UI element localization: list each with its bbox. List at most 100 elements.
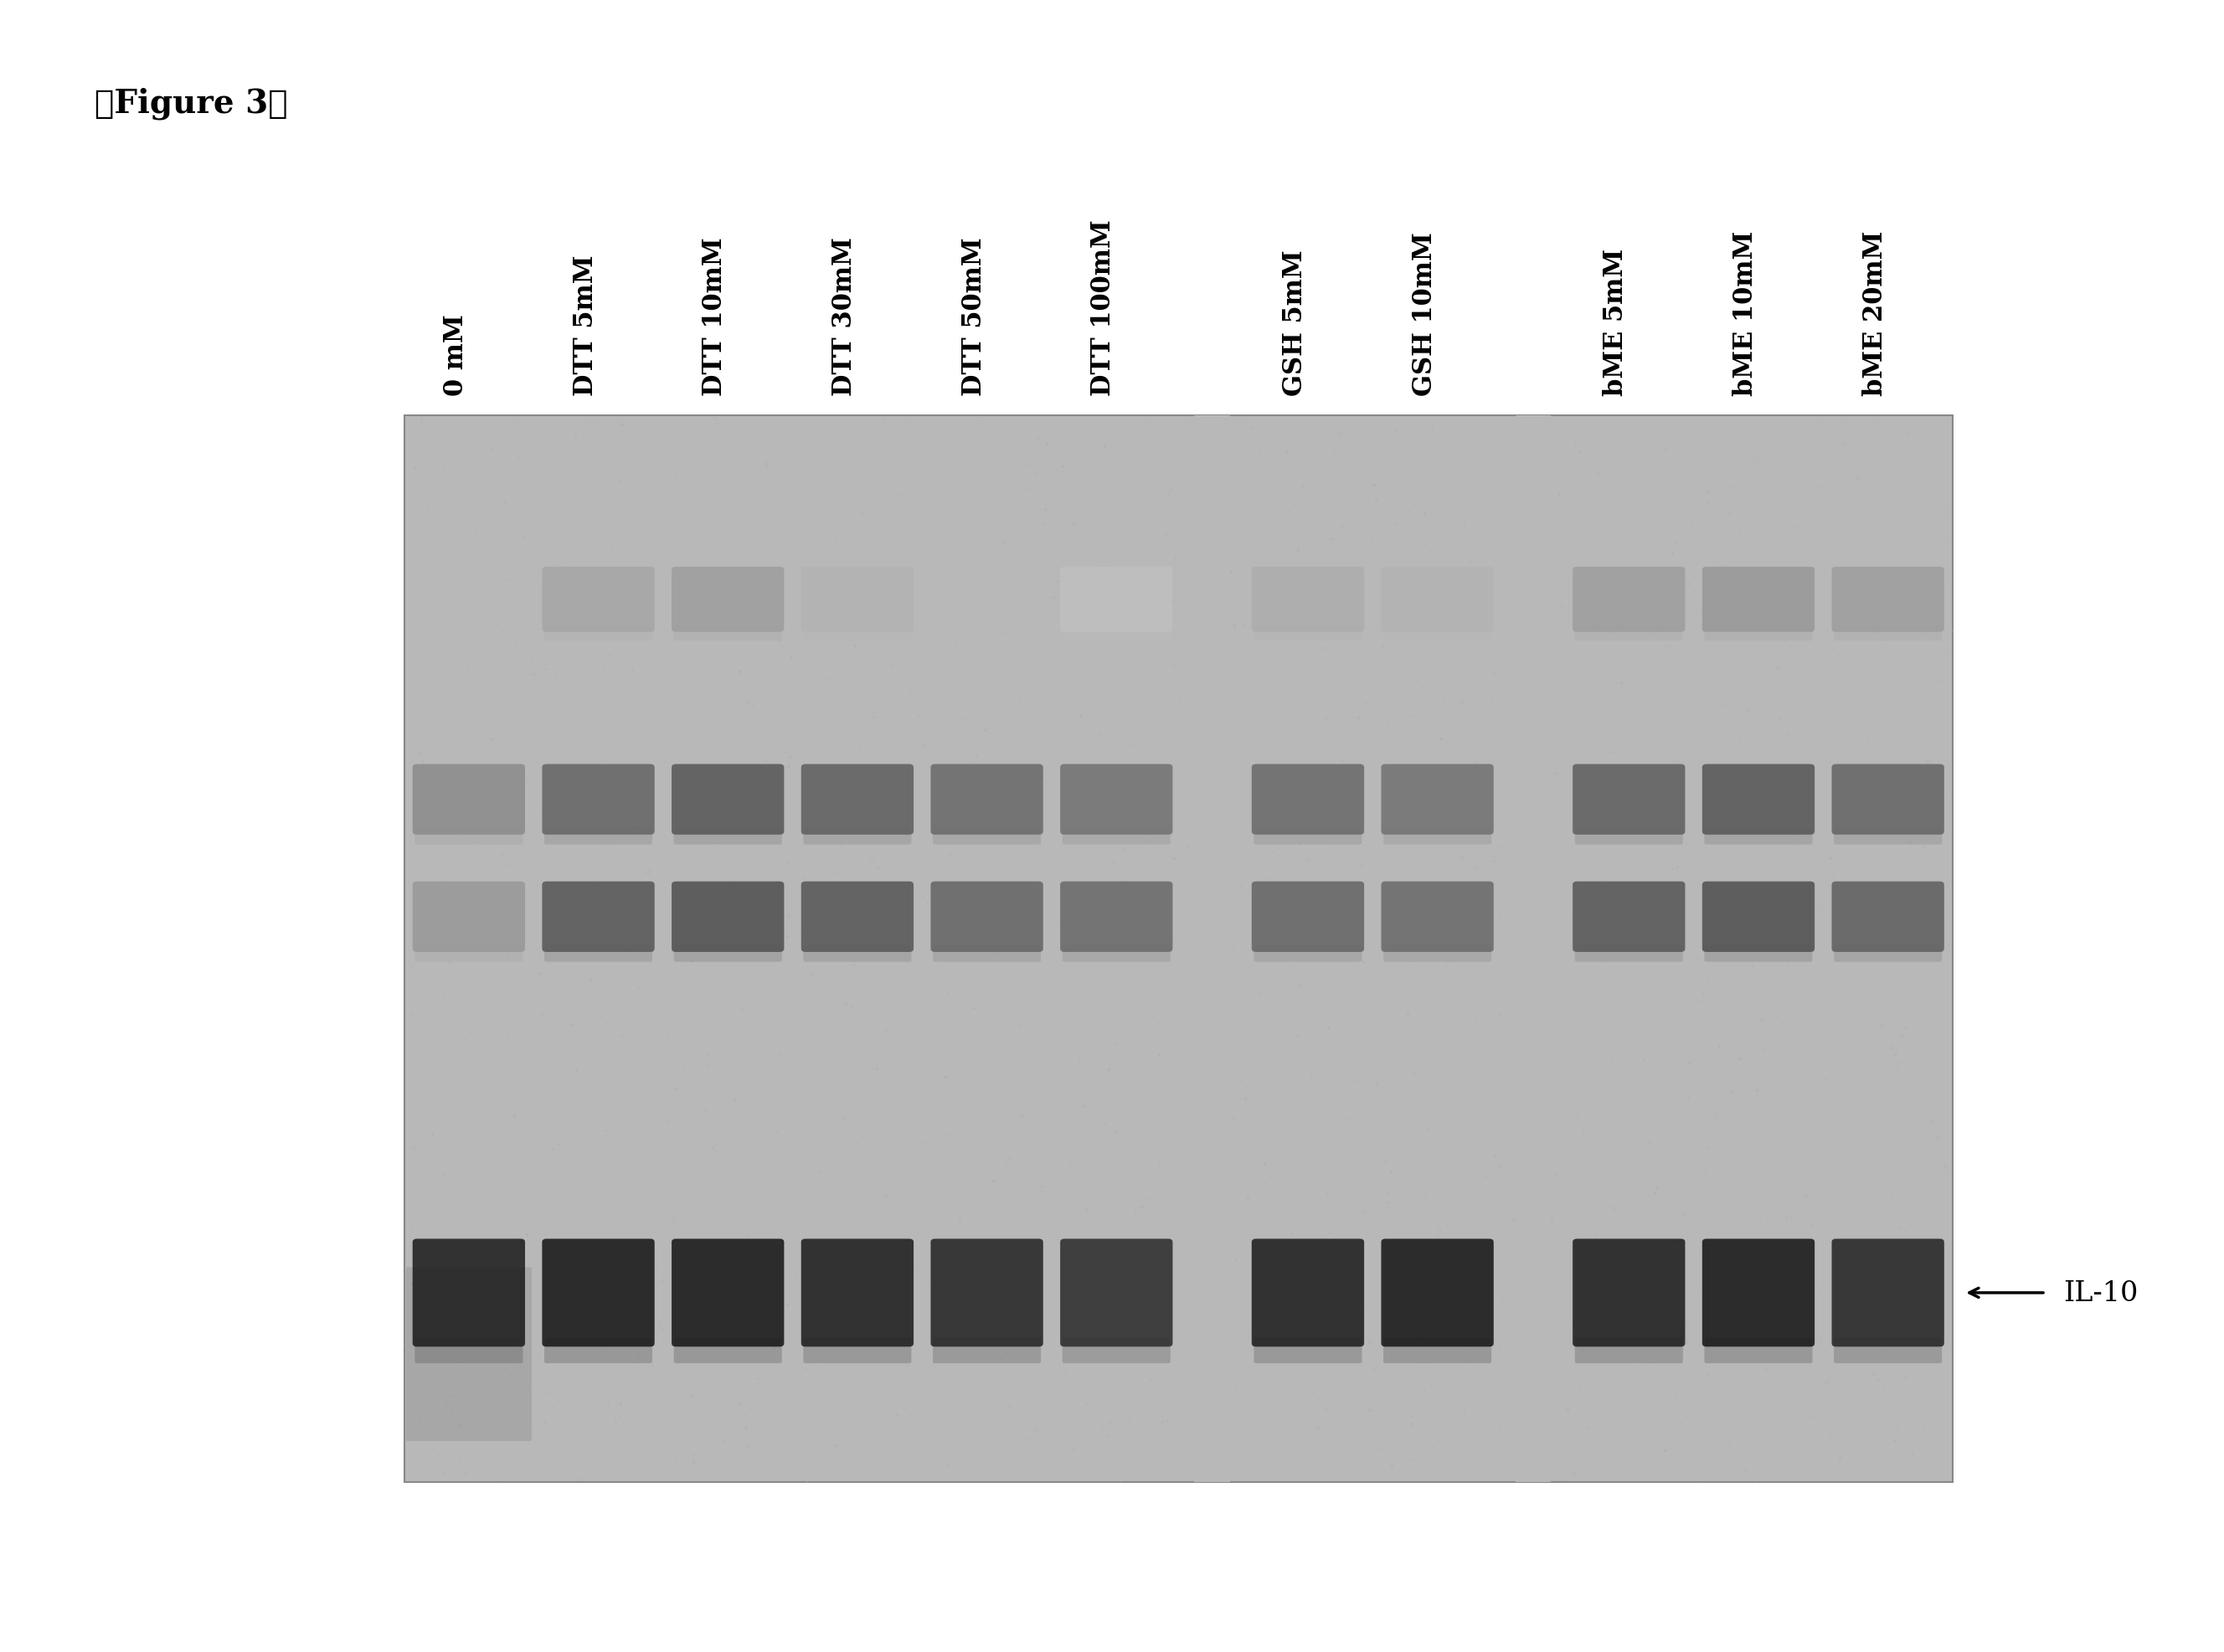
FancyBboxPatch shape bbox=[1575, 828, 1684, 844]
Text: IL-10: IL-10 bbox=[2064, 1280, 2137, 1307]
FancyBboxPatch shape bbox=[1061, 567, 1172, 633]
FancyBboxPatch shape bbox=[416, 828, 523, 844]
FancyBboxPatch shape bbox=[1381, 882, 1495, 952]
FancyBboxPatch shape bbox=[1704, 945, 1813, 961]
FancyBboxPatch shape bbox=[543, 567, 654, 633]
FancyBboxPatch shape bbox=[1835, 624, 1942, 641]
Text: DTT 30mM: DTT 30mM bbox=[832, 238, 858, 396]
FancyBboxPatch shape bbox=[932, 624, 1041, 641]
FancyBboxPatch shape bbox=[1575, 1338, 1684, 1363]
FancyBboxPatch shape bbox=[1254, 1338, 1361, 1363]
Text: 0 mM: 0 mM bbox=[443, 314, 469, 396]
FancyBboxPatch shape bbox=[1835, 1338, 1942, 1363]
FancyBboxPatch shape bbox=[414, 765, 525, 834]
FancyBboxPatch shape bbox=[543, 882, 654, 952]
Text: 『Figure 3』: 『Figure 3』 bbox=[93, 88, 287, 121]
FancyBboxPatch shape bbox=[803, 828, 912, 844]
FancyBboxPatch shape bbox=[1254, 624, 1361, 641]
FancyBboxPatch shape bbox=[1061, 1239, 1172, 1346]
Text: bME 5mM: bME 5mM bbox=[1604, 249, 1628, 396]
FancyBboxPatch shape bbox=[1833, 1239, 1944, 1346]
FancyBboxPatch shape bbox=[1701, 1239, 1815, 1346]
FancyBboxPatch shape bbox=[1575, 624, 1684, 641]
FancyBboxPatch shape bbox=[1252, 765, 1363, 834]
FancyBboxPatch shape bbox=[1383, 624, 1492, 641]
FancyBboxPatch shape bbox=[1252, 882, 1363, 952]
FancyBboxPatch shape bbox=[930, 1239, 1043, 1346]
FancyBboxPatch shape bbox=[803, 624, 912, 641]
FancyBboxPatch shape bbox=[930, 765, 1043, 834]
FancyBboxPatch shape bbox=[1572, 567, 1686, 633]
FancyBboxPatch shape bbox=[1701, 765, 1815, 834]
FancyBboxPatch shape bbox=[1252, 1239, 1363, 1346]
FancyBboxPatch shape bbox=[1704, 1338, 1813, 1363]
FancyBboxPatch shape bbox=[801, 765, 914, 834]
FancyBboxPatch shape bbox=[545, 828, 652, 844]
FancyBboxPatch shape bbox=[1833, 567, 1944, 633]
Text: DTT 10mM: DTT 10mM bbox=[703, 238, 727, 396]
FancyBboxPatch shape bbox=[1381, 765, 1495, 834]
Text: bME 10mM: bME 10mM bbox=[1732, 231, 1759, 396]
FancyBboxPatch shape bbox=[1254, 945, 1361, 961]
Text: bME 20mM: bME 20mM bbox=[1861, 231, 1888, 396]
Text: GSH 10mM: GSH 10mM bbox=[1412, 233, 1437, 396]
FancyBboxPatch shape bbox=[1835, 828, 1942, 844]
FancyBboxPatch shape bbox=[803, 945, 912, 961]
FancyBboxPatch shape bbox=[674, 624, 783, 641]
FancyBboxPatch shape bbox=[801, 1239, 914, 1346]
FancyBboxPatch shape bbox=[1572, 765, 1686, 834]
Text: DTT 5mM: DTT 5mM bbox=[572, 254, 598, 396]
FancyBboxPatch shape bbox=[1701, 882, 1815, 952]
FancyBboxPatch shape bbox=[1383, 945, 1492, 961]
FancyBboxPatch shape bbox=[1063, 945, 1170, 961]
FancyBboxPatch shape bbox=[932, 945, 1041, 961]
FancyBboxPatch shape bbox=[1701, 567, 1815, 633]
FancyBboxPatch shape bbox=[414, 1239, 525, 1346]
FancyBboxPatch shape bbox=[674, 945, 783, 961]
Text: DTT 50mM: DTT 50mM bbox=[961, 238, 987, 396]
FancyBboxPatch shape bbox=[801, 882, 914, 952]
FancyBboxPatch shape bbox=[1704, 828, 1813, 844]
Bar bbox=[1515, 416, 1550, 1482]
FancyBboxPatch shape bbox=[1383, 828, 1492, 844]
FancyBboxPatch shape bbox=[1254, 828, 1361, 844]
FancyBboxPatch shape bbox=[672, 1239, 785, 1346]
FancyBboxPatch shape bbox=[1575, 945, 1684, 961]
FancyBboxPatch shape bbox=[416, 945, 523, 961]
FancyBboxPatch shape bbox=[407, 1267, 532, 1441]
FancyBboxPatch shape bbox=[1381, 1239, 1495, 1346]
FancyBboxPatch shape bbox=[672, 567, 785, 633]
FancyBboxPatch shape bbox=[801, 567, 914, 633]
FancyBboxPatch shape bbox=[672, 882, 785, 952]
FancyBboxPatch shape bbox=[1061, 765, 1172, 834]
FancyBboxPatch shape bbox=[672, 765, 785, 834]
FancyBboxPatch shape bbox=[803, 1338, 912, 1363]
FancyBboxPatch shape bbox=[543, 765, 654, 834]
FancyBboxPatch shape bbox=[932, 828, 1041, 844]
FancyBboxPatch shape bbox=[930, 567, 1043, 633]
FancyBboxPatch shape bbox=[1572, 1239, 1686, 1346]
FancyBboxPatch shape bbox=[545, 1338, 652, 1363]
FancyBboxPatch shape bbox=[1835, 945, 1942, 961]
FancyBboxPatch shape bbox=[545, 624, 652, 641]
FancyBboxPatch shape bbox=[414, 882, 525, 952]
FancyBboxPatch shape bbox=[1063, 624, 1170, 641]
FancyBboxPatch shape bbox=[930, 882, 1043, 952]
Text: GSH 5mM: GSH 5mM bbox=[1281, 249, 1308, 396]
FancyBboxPatch shape bbox=[932, 1338, 1041, 1363]
FancyBboxPatch shape bbox=[1704, 624, 1813, 641]
Bar bbox=[1194, 416, 1230, 1482]
Text: DTT 100mM: DTT 100mM bbox=[1090, 220, 1116, 396]
Bar bbox=[405, 416, 1953, 1482]
FancyBboxPatch shape bbox=[674, 828, 783, 844]
FancyBboxPatch shape bbox=[1381, 567, 1495, 633]
FancyBboxPatch shape bbox=[1383, 1338, 1492, 1363]
FancyBboxPatch shape bbox=[1833, 765, 1944, 834]
FancyBboxPatch shape bbox=[416, 1338, 523, 1363]
FancyBboxPatch shape bbox=[545, 945, 652, 961]
FancyBboxPatch shape bbox=[1572, 882, 1686, 952]
FancyBboxPatch shape bbox=[1252, 567, 1363, 633]
FancyBboxPatch shape bbox=[1063, 1338, 1170, 1363]
FancyBboxPatch shape bbox=[543, 1239, 654, 1346]
FancyBboxPatch shape bbox=[1063, 828, 1170, 844]
